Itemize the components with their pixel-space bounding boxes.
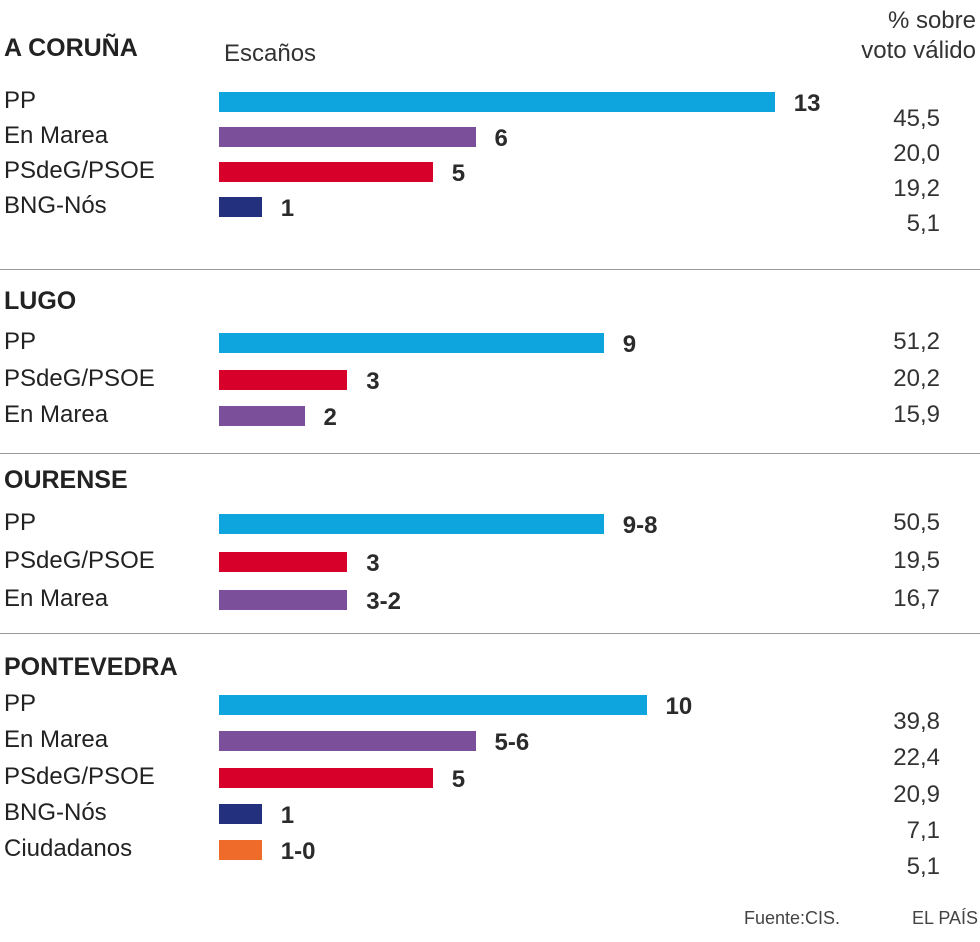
brand-logo: EL PAÍS bbox=[912, 908, 979, 928]
bar-pp bbox=[219, 514, 604, 534]
seats-label-bng-n-s: 1 bbox=[280, 195, 295, 222]
seats-label-en-marea: 5-6 bbox=[494, 729, 530, 757]
party-label-en-marea: En Marea bbox=[4, 726, 109, 754]
vote-pct-value: 7,1 bbox=[906, 816, 940, 844]
seats-label-en-marea: 3-2 bbox=[366, 588, 401, 615]
party-label-psdeg-psoe: PSdeG/PSOE bbox=[4, 762, 155, 790]
party-label-pp: PP bbox=[4, 328, 37, 355]
party-label-ciudadanos: Ciudadanos bbox=[4, 835, 133, 863]
bar-bng-n-s bbox=[219, 803, 262, 824]
bar-psdeg-psoe bbox=[219, 552, 348, 572]
seats-label-bng-n-s: 1 bbox=[280, 801, 295, 829]
party-label-en-marea: En Marea bbox=[4, 122, 109, 149]
bar-psdeg-psoe bbox=[219, 369, 348, 390]
party-label-pp: PP bbox=[4, 690, 37, 717]
bar-bng-n-s bbox=[219, 197, 262, 217]
bar-pp bbox=[219, 92, 775, 112]
vote-pct-value: 50,5 bbox=[893, 509, 940, 536]
bar-psdeg-psoe bbox=[219, 162, 433, 182]
seats-label-pp: 9-8 bbox=[622, 512, 658, 539]
vote-pct-value: 20,9 bbox=[893, 780, 940, 808]
section-divider bbox=[0, 269, 980, 270]
party-label-en-marea: En Marea bbox=[4, 585, 109, 612]
bar-en-marea bbox=[219, 731, 476, 752]
seats-label-psdeg-psoe: 3 bbox=[366, 367, 380, 395]
region-title: A CORUÑA bbox=[4, 34, 138, 62]
bar-en-marea bbox=[219, 406, 305, 426]
vote-pct-value: 5,1 bbox=[906, 853, 940, 881]
seats-label-pp: 9 bbox=[622, 331, 637, 358]
party-label-en-marea: En Marea bbox=[4, 401, 109, 428]
seats-label-pp: 10 bbox=[665, 693, 693, 720]
pct-header-line2: voto válido bbox=[861, 37, 976, 64]
party-label-bng-n-s: BNG-Nós bbox=[4, 798, 107, 826]
section-divider bbox=[0, 633, 980, 634]
pct-column-header: % sobre voto válido bbox=[861, 6, 976, 66]
vote-pct-value: 22,4 bbox=[893, 744, 940, 772]
seats-label-pp: 13 bbox=[793, 90, 821, 117]
seats-label-ciudadanos: 1-0 bbox=[280, 838, 316, 866]
bar-psdeg-psoe bbox=[219, 767, 433, 788]
party-label-pp: PP bbox=[4, 87, 37, 114]
bar-pp bbox=[219, 333, 604, 353]
vote-pct-value: 16,7 bbox=[893, 585, 940, 612]
vote-pct-value: 15,9 bbox=[893, 401, 940, 428]
party-label-psdeg-psoe: PSdeG/PSOE bbox=[4, 364, 155, 392]
source-note: Fuente:CIS. bbox=[744, 908, 841, 928]
bar-en-marea bbox=[219, 590, 348, 610]
seats-label-psdeg-psoe: 5 bbox=[451, 765, 466, 793]
vote-pct-value: 51,2 bbox=[893, 328, 940, 355]
pct-header-line1: % sobre bbox=[887, 7, 976, 34]
seats-column-header: Escaños bbox=[224, 40, 317, 67]
vote-pct-value: 5,1 bbox=[906, 210, 940, 237]
party-label-psdeg-psoe: PSdeG/PSOE bbox=[4, 547, 155, 574]
party-label-psdeg-psoe: PSdeG/PSOE bbox=[4, 157, 155, 184]
seats-label-psdeg-psoe: 5 bbox=[451, 160, 466, 187]
bar-en-marea bbox=[219, 127, 476, 147]
vote-pct-value: 39,8 bbox=[893, 708, 940, 735]
vote-pct-value: 45,5 bbox=[893, 105, 940, 132]
region-title: OURENSE bbox=[4, 466, 128, 494]
vote-pct-value: 20,2 bbox=[893, 364, 940, 392]
bar-ciudadanos bbox=[219, 840, 262, 861]
section-divider bbox=[0, 453, 980, 454]
party-label-pp: PP bbox=[4, 509, 37, 536]
seats-label-psdeg-psoe: 3 bbox=[366, 550, 380, 577]
vote-pct-value: 19,5 bbox=[893, 547, 940, 574]
vote-pct-value: 19,2 bbox=[893, 175, 940, 202]
seats-label-en-marea: 6 bbox=[494, 125, 508, 152]
vote-pct-value: 20,0 bbox=[893, 140, 940, 167]
bar-pp bbox=[219, 695, 647, 715]
seats-label-en-marea: 2 bbox=[323, 404, 337, 431]
region-title: LUGO bbox=[4, 287, 77, 315]
region-title: PONTEVEDRA bbox=[4, 653, 178, 681]
party-label-bng-n-s: BNG-Nós bbox=[4, 192, 107, 219]
